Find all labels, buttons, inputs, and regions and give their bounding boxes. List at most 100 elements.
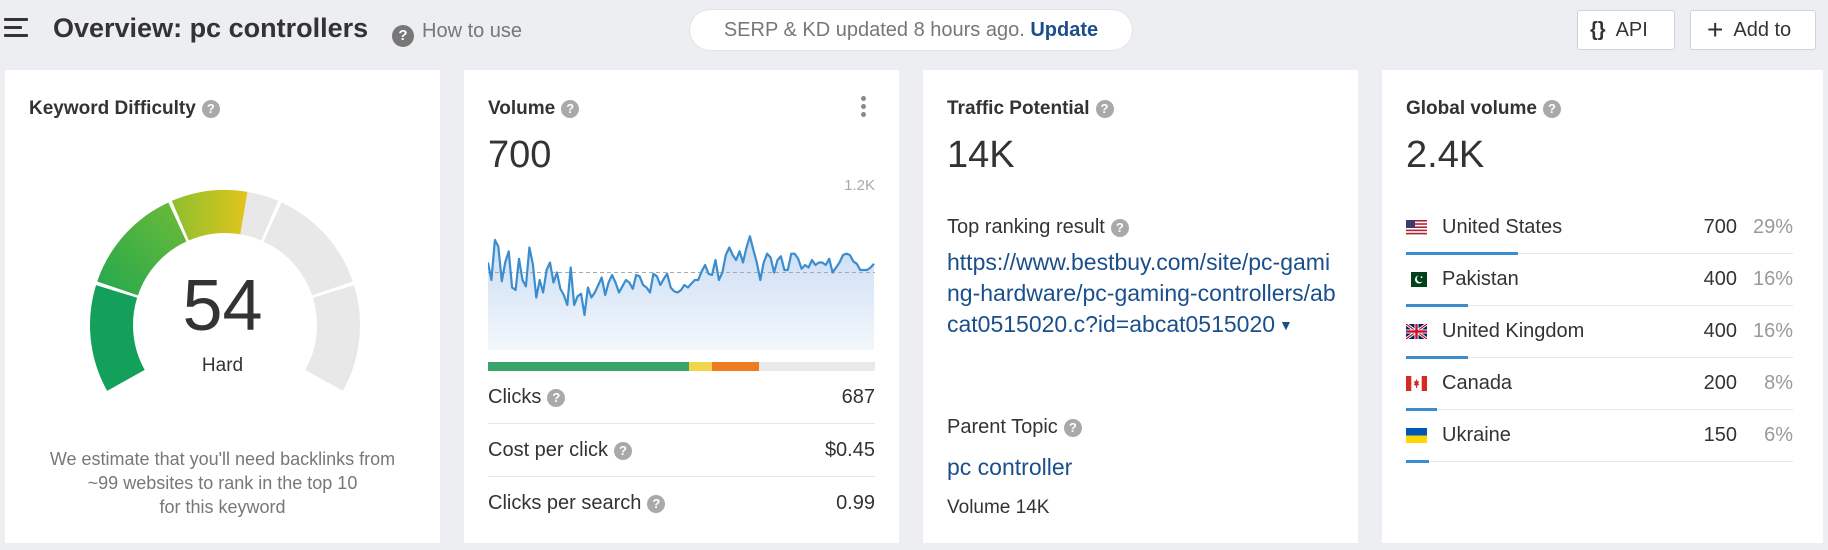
top-bar: Overview: pc controllers ? How to use SER… — [0, 0, 1828, 60]
more-options-icon[interactable] — [861, 96, 867, 120]
traffic-potential-card: Traffic Potential? 14K Top ranking resul… — [923, 70, 1358, 543]
parent-topic-volume: Volume 14K — [947, 497, 1050, 518]
clicks-label: Clicks? — [488, 386, 566, 409]
volume-trend-chart[interactable] — [488, 200, 875, 350]
country-name: Pakistan — [1442, 268, 1519, 290]
organic-clicks-segment — [488, 362, 690, 371]
plus-icon: + — [1707, 14, 1724, 45]
how-to-use-label: How to use — [422, 20, 523, 42]
keyword-difficulty-card: Keyword Difficulty? 54 Hard We estimate … — [5, 70, 440, 543]
help-icon[interactable]: ? — [201, 99, 220, 118]
clicks-per-search-label: Clicks per search? — [488, 492, 666, 515]
help-icon[interactable]: ? — [647, 494, 666, 513]
kd-label: Hard — [201, 355, 244, 376]
serp-status-text: SERP & KD updated 8 hours ago. — [723, 19, 1025, 41]
help-icon[interactable]: ? — [561, 99, 580, 118]
country-volume: 200 — [1703, 372, 1737, 394]
country-volume: 150 — [1703, 424, 1737, 446]
global-volume-card: Global volume? 2.4K United States 700 29… — [1382, 70, 1823, 543]
country-name: Ukraine — [1442, 424, 1511, 446]
volume-area — [488, 236, 874, 350]
gauge-segment — [240, 191, 279, 241]
cpc-row: Cost per click? $0.45 — [488, 425, 875, 477]
chart-axis-max: 1.2K — [844, 177, 875, 194]
help-icon[interactable]: ? — [1110, 218, 1129, 237]
click-distribution-bar — [488, 362, 875, 371]
gauge-segment — [171, 190, 248, 241]
api-button[interactable]: {} API — [1577, 10, 1675, 50]
country-percent: 6% — [1764, 424, 1793, 446]
update-link[interactable]: Update — [1030, 19, 1099, 41]
cpc-value: $0.45 — [824, 439, 875, 461]
help-icon[interactable]: ? — [614, 441, 633, 460]
keyword-difficulty-title: Keyword Difficulty? — [29, 98, 220, 120]
help-icon[interactable]: ? — [1063, 418, 1082, 437]
top-ranking-label: Top ranking result? — [947, 216, 1129, 239]
volume-title-text: Volume — [488, 98, 556, 119]
caret-down-icon[interactable]: ▼ — [1279, 317, 1293, 333]
kd-score: 54 — [182, 266, 263, 346]
country-percent: 8% — [1764, 372, 1793, 394]
country-row[interactable]: United States 700 29% — [1406, 202, 1793, 255]
clicks-label-text: Clicks — [488, 386, 542, 408]
clicks-per-search-value: 0.99 — [836, 492, 875, 514]
country-row[interactable]: Pakistan 400 16% — [1406, 254, 1793, 307]
country-volume: 700 — [1703, 216, 1737, 238]
us-flag-icon — [1406, 220, 1427, 235]
gauge-segment — [89, 285, 145, 391]
volume-trend-line — [488, 235, 875, 317]
add-to-button-label: Add to — [1733, 19, 1792, 41]
help-icon[interactable]: ? — [1542, 99, 1561, 118]
clicks-value: 687 — [841, 386, 875, 408]
paid-clicks-segment — [689, 362, 713, 371]
paid-clicks-segment-2 — [712, 362, 759, 371]
parent-topic-link[interactable]: pc controller — [947, 454, 1073, 480]
cpc-label-text: Cost per click — [488, 439, 609, 461]
gauge-segment — [263, 202, 353, 296]
country-percent: 16% — [1752, 320, 1793, 342]
no-clicks-segment — [758, 362, 875, 371]
parent-topic-label: Parent Topic? — [947, 416, 1082, 439]
country-row[interactable]: Ukraine 150 6% — [1406, 410, 1793, 463]
gauge-segment — [97, 202, 187, 296]
volume-value: 700 — [488, 134, 552, 176]
volume-title: Volume? — [488, 98, 580, 120]
serp-status-pill: SERP & KD updated 8 hours ago. Update — [690, 10, 1132, 50]
clicks-per-search-row: Clicks per search? 0.99 — [488, 478, 875, 530]
kd-description: We estimate that you'll need backlinks f… — [25, 447, 420, 519]
global-volume-title-text: Global volume — [1406, 98, 1537, 119]
country-volume: 400 — [1703, 320, 1737, 342]
keyword-difficulty-title-text: Keyword Difficulty — [29, 98, 196, 119]
help-icon[interactable]: ? — [1095, 99, 1114, 118]
ua-flag-icon — [1406, 428, 1427, 443]
clicks-per-search-label-text: Clicks per search — [488, 492, 642, 514]
country-row[interactable]: Canada 200 8% — [1406, 358, 1793, 411]
how-to-use-link[interactable]: ? How to use — [392, 20, 522, 47]
country-name: United Kingdom — [1442, 320, 1585, 342]
ca-flag-icon — [1406, 376, 1427, 391]
top-ranking-label-text: Top ranking result — [947, 216, 1105, 238]
traffic-potential-value: 14K — [947, 134, 1015, 176]
parent-topic-label-text: Parent Topic — [947, 416, 1058, 438]
kd-description-line: ~99 websites to rank in the top 10 — [87, 473, 358, 493]
cpc-label: Cost per click? — [488, 439, 633, 462]
help-icon: ? — [392, 25, 414, 47]
code-braces-icon: {} — [1590, 19, 1606, 41]
top-ranking-url-text[interactable]: https://www.bestbuy.com/site/pc-gaming-h… — [947, 249, 1336, 337]
kd-description-line: We estimate that you'll need backlinks f… — [49, 449, 396, 469]
page-title: Overview: pc controllers — [53, 13, 369, 43]
pk-flag-icon — [1406, 272, 1427, 287]
country-volume: 400 — [1703, 268, 1737, 290]
country-row[interactable]: United Kingdom 400 16% — [1406, 306, 1793, 359]
global-volume-title: Global volume? — [1406, 98, 1561, 120]
global-volume-value: 2.4K — [1406, 134, 1485, 176]
hamburger-menu-icon[interactable] — [4, 18, 28, 40]
volume-card: Volume? 700 1.2K Clicks? 687 Cost per cl… — [464, 70, 899, 543]
top-ranking-url[interactable]: https://www.bestbuy.com/site/pc-gaming-h… — [947, 247, 1337, 341]
country-name: Canada — [1442, 372, 1513, 394]
country-share-bar — [1406, 304, 1468, 307]
help-icon[interactable]: ? — [547, 388, 566, 407]
country-share-bar — [1406, 460, 1430, 463]
traffic-potential-title: Traffic Potential? — [947, 98, 1114, 120]
add-to-button[interactable]: + Add to — [1690, 10, 1816, 50]
